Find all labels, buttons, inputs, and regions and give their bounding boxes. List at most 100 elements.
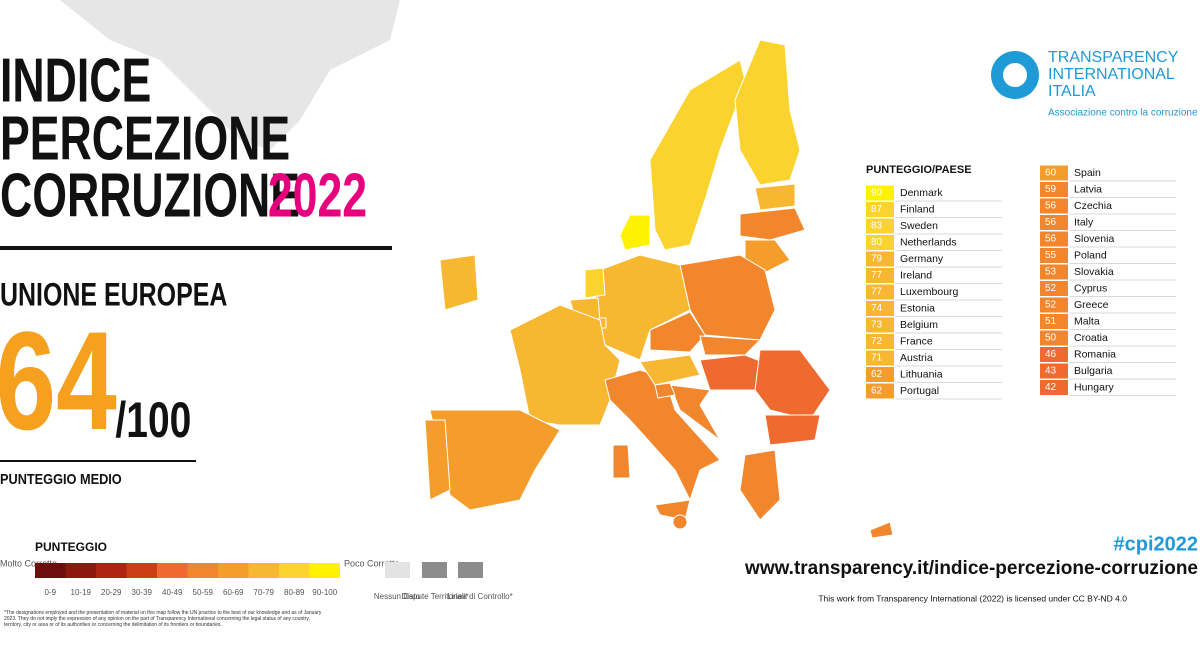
country — [754, 349, 831, 421]
country-name: Croatia — [1074, 332, 1108, 344]
score: 62 — [871, 386, 883, 397]
url: www.transparency.it/indice-percezione-co… — [744, 558, 1198, 579]
country-name: Slovenia — [1074, 233, 1114, 245]
legend-swatch — [187, 563, 218, 578]
country-name: Italy — [1074, 216, 1094, 228]
score: 83 — [871, 221, 883, 232]
country — [669, 384, 721, 441]
score: 90 — [871, 188, 883, 199]
score: 52 — [1045, 283, 1057, 294]
no-data-label: Nessun Dato — [374, 592, 421, 601]
logo-icon — [1003, 63, 1027, 87]
country-name: Ireland — [900, 269, 932, 281]
score-swatch — [866, 301, 894, 316]
score-swatch — [1040, 347, 1068, 362]
score: 71 — [871, 353, 883, 364]
score-swatch — [866, 317, 894, 333]
country-name: Latvia — [1074, 183, 1102, 195]
country-name: Germany — [900, 253, 944, 265]
country-name: Belgium — [900, 319, 938, 331]
country — [639, 354, 701, 386]
legend-swatch — [65, 563, 96, 578]
country — [654, 382, 676, 399]
legend-swatch — [35, 563, 66, 578]
score: 55 — [1045, 250, 1057, 261]
control-label: Linea di Controllo* — [447, 592, 512, 601]
logo: TRANSPARENCY INTERNATIONAL ITALIA Associ… — [991, 49, 1198, 119]
disclaimer-box: *The designations employed and the prese… — [4, 610, 322, 628]
score: 62 — [871, 369, 883, 380]
country-name: Estonia — [900, 302, 935, 314]
legend-swatch — [126, 563, 157, 578]
title-block: INDICE PERCEZIONE CORRUZIONE 2022 — [0, 46, 367, 230]
disputed-swatch — [422, 562, 447, 578]
score: 46 — [1045, 349, 1057, 360]
score-swatch — [1040, 297, 1068, 313]
legend-bin-label: 30-39 — [132, 588, 153, 597]
country-name: Finland — [900, 203, 935, 215]
country — [649, 59, 746, 251]
score-swatch — [866, 367, 894, 382]
hashtag: #cpi2022 — [1113, 533, 1198, 555]
score-swatch — [1040, 264, 1068, 280]
score-swatch — [1040, 380, 1068, 395]
score-swatch — [866, 218, 894, 234]
country-name: Greece — [1074, 299, 1109, 311]
score-swatch — [1040, 363, 1068, 379]
average-score: 64 — [0, 302, 117, 459]
control-swatch — [458, 562, 483, 578]
country-name: Austria — [900, 352, 933, 364]
divider — [0, 460, 196, 462]
country-name: Romania — [1074, 348, 1116, 360]
disclaimer: *The designations employed and the prese… — [4, 610, 322, 628]
score: 79 — [871, 254, 883, 265]
logo-text: ITALIA — [1048, 83, 1096, 100]
country-name: Czechia — [1074, 200, 1112, 212]
country-name: Malta — [1074, 315, 1100, 327]
country-name: Sweden — [900, 220, 938, 232]
country — [619, 214, 651, 251]
license: This work from Transparency Internationa… — [818, 593, 1127, 603]
country — [424, 419, 451, 501]
legend-bin-label: 80-89 — [284, 588, 305, 597]
legend-bin-label: 20-29 — [101, 588, 122, 597]
score-swatch — [1040, 198, 1068, 214]
legend-title: PUNTEGGIO — [35, 540, 107, 554]
score-swatch — [866, 383, 894, 399]
country — [429, 409, 561, 511]
score-swatch — [866, 334, 894, 349]
no-data-swatch — [385, 562, 410, 578]
score: 59 — [1045, 184, 1057, 195]
country-name: Cyprus — [1074, 282, 1107, 294]
region-title: UNIONE EUROPEA — [0, 278, 227, 314]
title-line: INDICE — [0, 46, 151, 115]
score-swatch — [1040, 281, 1068, 296]
legend-bin-label: 90-100 — [312, 588, 337, 597]
country — [869, 521, 894, 539]
score-swatch — [1040, 330, 1068, 346]
disputed-label: Dispute Territoriali* — [402, 592, 469, 601]
country-name: Spain — [1074, 167, 1101, 179]
country-name: Bulgaria — [1074, 365, 1113, 377]
title-line: PERCEZIONE — [0, 104, 290, 173]
score-swatch — [866, 202, 894, 217]
logo-tagline: Associazione contro la corruzione — [1048, 108, 1198, 119]
country-name: Lithuania — [900, 368, 943, 380]
background-land — [60, 0, 400, 150]
legend-swatch — [218, 563, 249, 578]
score: 77 — [871, 287, 883, 298]
country-name: Hungary — [1074, 381, 1114, 393]
ranking-table: 90 Denmark 87 Finland 83 Sweden 80 Netherlands 7… — [866, 165, 1176, 400]
score-swatch — [866, 185, 894, 201]
divider — [0, 246, 392, 250]
logo-text: TRANSPARENCY — [1048, 49, 1179, 66]
score: 77 — [871, 270, 883, 281]
score-swatch — [1040, 248, 1068, 263]
country — [739, 207, 806, 241]
legend-bin-label: 60-69 — [223, 588, 244, 597]
average-block: UNIONE EUROPEA 64 /100 — [0, 278, 227, 460]
score: 72 — [871, 336, 883, 347]
legend-swatch — [157, 563, 188, 578]
score: 80 — [871, 237, 883, 248]
